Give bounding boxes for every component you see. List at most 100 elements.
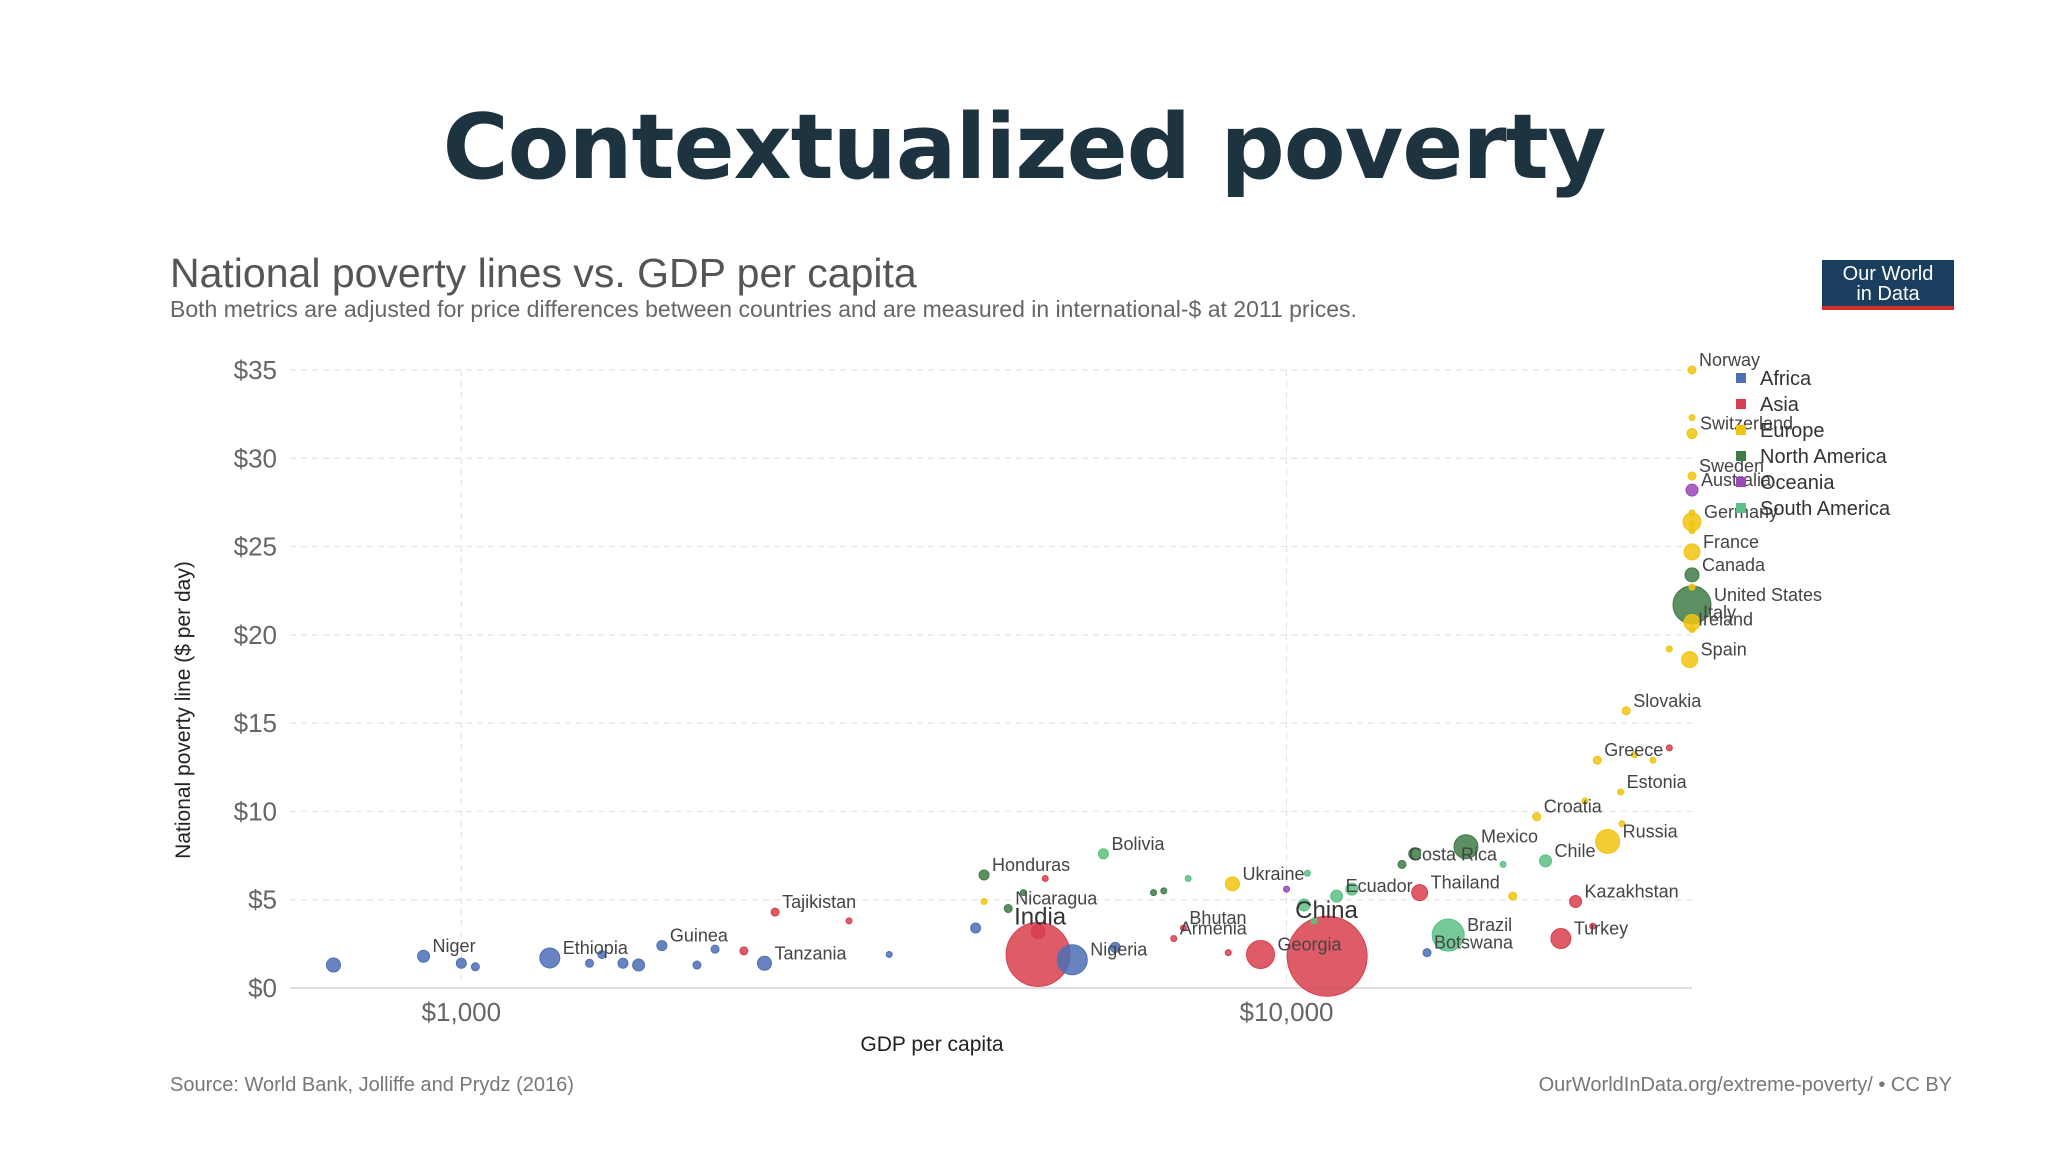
point-label: Botswana (1434, 933, 1514, 953)
data-point-nicaragua (1003, 904, 1013, 914)
data-point (1649, 756, 1657, 764)
point-label: France (1703, 532, 1759, 552)
owid-logo[interactable]: Our World in Data (1822, 260, 1954, 310)
data-point-botswana (1422, 948, 1432, 958)
data-point-canada (1684, 567, 1700, 583)
point-label: Ireland (1698, 610, 1753, 630)
y-tick-label: $25 (234, 532, 277, 562)
point-label: Chile (1555, 841, 1596, 861)
source-note: Source: World Bank, Jolliffe and Prydz (… (170, 1074, 574, 1096)
data-point (1030, 923, 1046, 939)
point-label: Bolivia (1111, 834, 1165, 854)
data-point-switzerland (1686, 428, 1698, 440)
point-labels: Niger Ethiopia Guinea Tanzania Tajikistan Hon… (433, 350, 1823, 963)
data-point (1184, 875, 1192, 883)
data-point (1160, 887, 1168, 895)
logo-line-2: in Data (1856, 283, 1920, 305)
data-point (1589, 922, 1597, 930)
point-label: Ecuador (1346, 876, 1413, 896)
point-label: Guinea (670, 926, 729, 946)
chart-subtitle: Both metrics are adjusted for price diff… (170, 296, 1357, 322)
data-point (632, 958, 646, 972)
point-label: Ukraine (1242, 864, 1304, 884)
legend-label: Asia (1760, 394, 1800, 416)
data-point (1303, 869, 1311, 877)
point-label: Croatia (1544, 797, 1603, 817)
data-point-tanzania (756, 955, 772, 971)
point-label: Russia (1623, 821, 1679, 841)
data-point-turkey (1550, 928, 1572, 950)
legend-swatch (1736, 451, 1746, 461)
point-label: Spain (1701, 640, 1747, 660)
data-point-france (1683, 543, 1701, 561)
point-label: Thailand (1431, 873, 1500, 893)
data-point (1310, 917, 1318, 925)
data-point-spain (1681, 651, 1699, 669)
data-point (1688, 414, 1696, 422)
data-point-ireland (1688, 626, 1696, 634)
legend-swatch (1736, 477, 1746, 487)
data-point (739, 946, 749, 956)
data-point (1688, 527, 1696, 535)
data-point (845, 917, 853, 925)
point-label: Canada (1702, 555, 1766, 575)
data-point-guinea (656, 940, 668, 952)
slide-title: Contextualized poverty (442, 95, 1607, 200)
data-point-georgia (1246, 939, 1276, 969)
y-axis-title: National poverty line ($ per day) (172, 561, 195, 859)
data-point-brazil (1431, 918, 1465, 952)
data-point (1224, 949, 1232, 957)
point-label: India (1014, 903, 1067, 930)
data-point (470, 962, 480, 972)
data-point-ukraine (1224, 876, 1240, 892)
data-point-kazakhstan (1569, 894, 1583, 908)
point-label: Italy (1703, 602, 1736, 622)
y-tick-label: $30 (234, 443, 277, 473)
data-point (1630, 751, 1638, 759)
data-point-china (1286, 915, 1368, 997)
data-point (455, 957, 467, 969)
data-point (980, 897, 988, 905)
data-point (1297, 898, 1311, 912)
data-point-honduras (978, 869, 990, 881)
data-point-mexico (1453, 834, 1479, 860)
point-label: Turkey (1574, 919, 1628, 939)
legend-label: Oceania (1760, 472, 1835, 494)
data-point-thailand (1411, 884, 1429, 902)
data-point (970, 922, 982, 934)
data-point (1109, 941, 1121, 953)
data-point-bolivia (1097, 848, 1109, 860)
point-label: Sweden (1699, 456, 1764, 476)
data-point-niger (417, 949, 431, 963)
point-label: Tajikistan (782, 892, 856, 912)
data-point (1688, 583, 1696, 591)
grid-lines (290, 369, 1692, 989)
data-point (1618, 820, 1626, 828)
y-tick-label: $0 (248, 973, 277, 1003)
y-tick-label: $35 (234, 355, 277, 385)
data-point-tajikistan (770, 907, 780, 917)
data-point (1283, 885, 1291, 893)
point-label: Greece (1604, 740, 1663, 760)
data-point (1499, 860, 1507, 868)
data-point-sweden (1687, 471, 1697, 481)
data-point (1688, 509, 1696, 517)
point-label: Brazil (1467, 915, 1512, 935)
point-label: Bhutan (1189, 908, 1246, 928)
legend-label: North America (1760, 446, 1888, 468)
point-label: Honduras (992, 855, 1070, 875)
y-tick-label: $10 (234, 796, 277, 826)
data-point-costa-rica (1397, 859, 1407, 869)
point-label: Costa Rica (1409, 844, 1498, 864)
point-label: Nicaragua (1015, 889, 1098, 909)
chart-title: National poverty lines vs. GDP per capit… (170, 250, 917, 296)
data-point (1041, 875, 1049, 883)
data-point-nigeria (1056, 944, 1088, 976)
data-point-croatia (1532, 812, 1542, 822)
credit-link[interactable]: OurWorldInData.org/extreme-poverty/ • CC… (1538, 1074, 1952, 1096)
data-point (1345, 882, 1359, 896)
y-tick-label: $5 (248, 885, 277, 915)
data-point (585, 958, 595, 968)
data-point (1019, 889, 1027, 897)
